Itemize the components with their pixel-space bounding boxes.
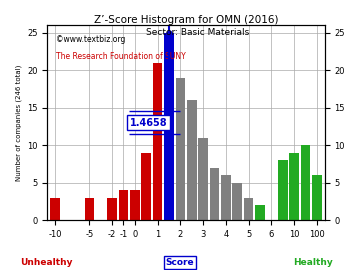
Bar <box>232 183 242 220</box>
Bar <box>244 198 253 220</box>
Bar <box>255 205 265 220</box>
Bar <box>312 175 321 220</box>
Bar <box>187 100 197 220</box>
Bar <box>107 198 117 220</box>
Bar <box>176 77 185 220</box>
Bar <box>130 190 140 220</box>
Text: 1.4658: 1.4658 <box>130 117 167 127</box>
Bar <box>50 198 60 220</box>
Bar <box>198 137 208 220</box>
Bar <box>301 145 310 220</box>
Text: Score: Score <box>166 258 194 267</box>
Bar <box>210 168 219 220</box>
Bar <box>221 175 231 220</box>
Bar <box>289 153 299 220</box>
Bar <box>119 190 128 220</box>
Text: Unhealthy: Unhealthy <box>21 258 73 267</box>
Y-axis label: Number of companies (246 total): Number of companies (246 total) <box>15 64 22 181</box>
Bar <box>164 32 174 220</box>
Title: Z’-Score Histogram for OMN (2016): Z’-Score Histogram for OMN (2016) <box>94 15 278 25</box>
Text: Sector: Basic Materials: Sector: Basic Materials <box>147 28 249 37</box>
Bar <box>85 198 94 220</box>
Bar <box>278 160 288 220</box>
Bar <box>141 153 151 220</box>
Text: ©www.textbiz.org: ©www.textbiz.org <box>55 35 125 44</box>
Text: Healthy: Healthy <box>293 258 333 267</box>
Bar <box>153 63 162 220</box>
Text: The Research Foundation of SUNY: The Research Foundation of SUNY <box>55 52 185 61</box>
